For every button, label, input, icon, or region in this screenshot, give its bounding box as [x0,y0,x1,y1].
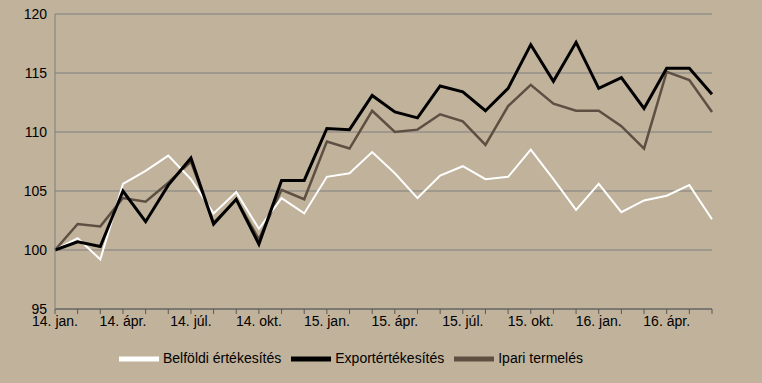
svg-text:15. júl.: 15. júl. [442,313,483,329]
svg-text:105: 105 [24,183,48,199]
svg-text:120: 120 [24,6,48,22]
svg-text:15. okt.: 15. okt. [508,313,554,329]
svg-text:15. jan.: 15. jan. [304,313,350,329]
svg-text:14. jan.: 14. jan. [32,312,78,329]
svg-text:100: 100 [24,242,48,258]
svg-text:95: 95 [31,301,47,317]
svg-text:115: 115 [25,65,48,81]
html-text:Belföldi értékesítés: Belföldi értékesítés [163,349,282,366]
html-text:Ipari termelés: Ipari termelés [498,349,583,366]
svg-text:110: 110 [25,124,48,140]
svg-text:15. ápr.: 15. ápr. [371,313,418,329]
svg-text:14. okt.: 14. okt. [236,313,282,329]
html-text:Exportértékesítés: Exportértékesítés [335,349,445,366]
svg-text:16. jan.: 16. jan. [576,313,622,329]
svg-text:14. júl.: 14. júl. [170,313,211,329]
svg-text:16. ápr.: 16. ápr. [643,313,690,329]
svg-text:14. ápr.: 14. ápr. [100,313,147,329]
